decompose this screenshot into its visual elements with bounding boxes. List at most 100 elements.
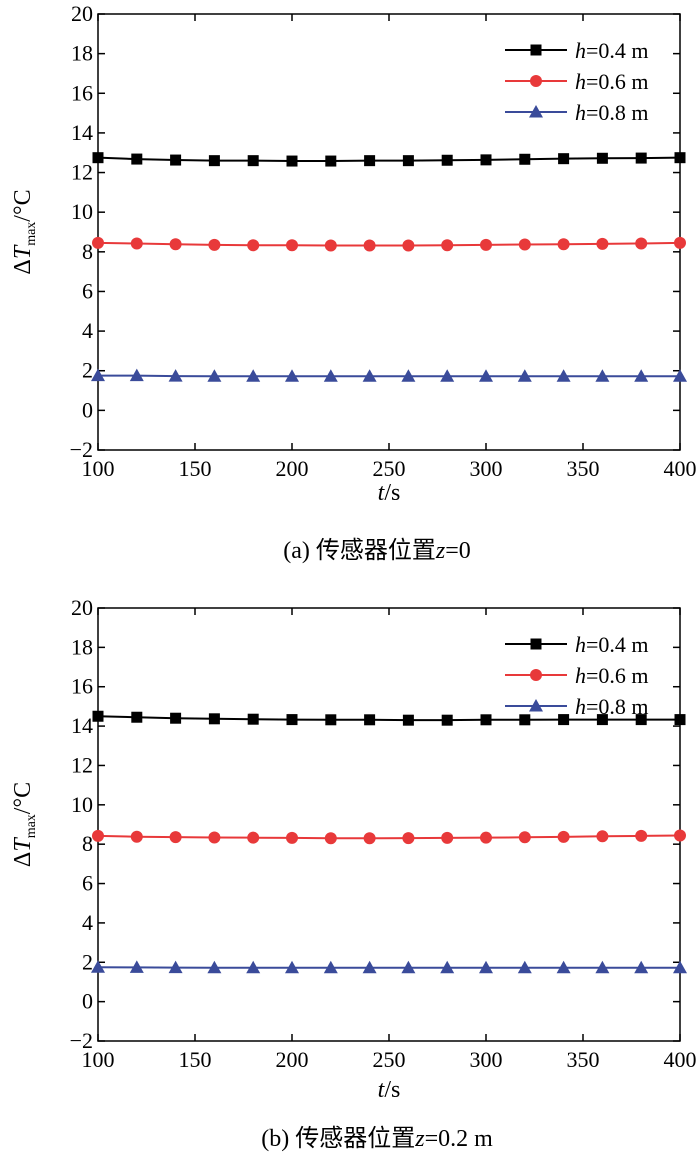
legend-rest: =0.6 m [586, 663, 649, 688]
y-tick-label: 4 [82, 910, 93, 935]
y-axis-var: T [10, 244, 36, 259]
data-point-triangle [440, 960, 455, 974]
x-tick-label: 350 [567, 1047, 600, 1072]
y-tick-label: 18 [71, 41, 93, 66]
data-point-circle [130, 830, 143, 843]
x-tick-label: 400 [664, 456, 697, 481]
legend-label: h=0.6 m [575, 69, 649, 94]
data-point-square [247, 713, 259, 725]
series-line-circle [97, 241, 681, 247]
data-point-square [208, 155, 220, 167]
x-tick-label: 300 [470, 456, 503, 481]
x-tick-label: 150 [179, 456, 212, 481]
data-point-circle [247, 831, 260, 844]
series-line-square [97, 156, 681, 163]
legend-var: h [575, 694, 586, 719]
data-point-triangle [91, 960, 105, 973]
data-point-circle [286, 239, 298, 252]
data-point-circle [92, 829, 104, 842]
legend-marker-square [530, 44, 542, 56]
y-tick-label: 0 [82, 397, 93, 422]
y-tick-label: 6 [82, 278, 93, 303]
legend-label: h=0.8 m [575, 694, 649, 719]
data-point-circle [363, 239, 376, 252]
data-point-triangle [517, 960, 532, 974]
data-point-square [558, 714, 570, 726]
legend-rest: =0.4 m [586, 38, 649, 63]
data-point-square [286, 714, 298, 726]
data-point-circle [441, 239, 454, 252]
data-point-square [674, 152, 686, 164]
legend-marker-triangle [529, 105, 543, 118]
data-point-square [402, 714, 414, 726]
data-point-square [286, 155, 298, 167]
data-point-square [558, 153, 570, 165]
data-point-circle [92, 236, 104, 249]
data-point-circle [402, 832, 415, 845]
y-tick-label: 12 [71, 160, 93, 185]
data-point-square [92, 152, 104, 164]
data-point-square [635, 714, 647, 726]
data-point-square [170, 154, 182, 166]
caption-prefix: (b) 传感器位置 [261, 1125, 415, 1152]
data-point-square [247, 155, 259, 167]
data-point-triangle [479, 960, 493, 974]
data-point-triangle [207, 960, 222, 974]
data-point-triangle [634, 960, 649, 974]
data-point-square [480, 154, 492, 166]
data-point-square [92, 710, 104, 722]
data-point-circle [441, 831, 454, 844]
data-point-square [364, 155, 376, 167]
x-tick-label: 200 [276, 456, 309, 481]
legend-label: h=0.6 m [575, 663, 649, 688]
legend-rest: =0.6 m [586, 69, 649, 94]
y-tick-label: 8 [82, 239, 93, 264]
y-axis-sub: max [24, 222, 39, 246]
series-line-triangle [97, 966, 680, 969]
data-point-circle [208, 831, 221, 844]
legend-var: h [575, 632, 586, 657]
y-tick-label: 12 [71, 752, 93, 777]
data-point-triangle [401, 369, 416, 382]
data-point-circle [557, 238, 570, 251]
data-point-triangle [362, 369, 377, 382]
data-point-triangle [285, 960, 299, 974]
y-tick-label: 2 [82, 358, 93, 383]
x-tick-label: 400 [664, 1047, 697, 1072]
legend-label: h=0.4 m [575, 38, 649, 63]
data-point-circle [674, 829, 686, 842]
y-axis-delta: Δ [10, 852, 36, 867]
data-point-circle [518, 238, 531, 251]
data-point-circle [286, 831, 298, 844]
data-point-triangle [556, 369, 571, 382]
data-point-triangle [129, 960, 144, 973]
y-tick-label: 4 [82, 318, 93, 343]
x-tick-label: 250 [373, 1047, 406, 1072]
y-tick-label: −2 [70, 1028, 93, 1053]
data-point-circle [557, 830, 570, 843]
y-axis-unit: /°C [10, 189, 36, 221]
legend-marker-square [530, 638, 542, 650]
data-point-circle [596, 237, 609, 250]
y-tick-label: 14 [71, 713, 93, 738]
figure-caption: (b) 传感器位置z=0.2 m [261, 1125, 493, 1152]
data-point-circle [363, 832, 376, 845]
y-tick-label: 14 [71, 120, 93, 145]
legend-rest: =0.4 m [586, 632, 649, 657]
x-axis-var: t [378, 480, 386, 506]
data-point-triangle [168, 960, 183, 974]
data-point-triangle [246, 960, 261, 974]
legend-marker-circle [530, 75, 542, 87]
data-point-square [674, 714, 686, 726]
y-tick-label: 16 [71, 674, 93, 699]
data-point-square [441, 714, 453, 726]
caption-suffix: =0 [445, 538, 471, 564]
y-axis-label: ΔTmax/°C [10, 189, 39, 274]
data-point-square [402, 155, 414, 167]
data-point-square [131, 153, 143, 165]
data-point-circle [480, 831, 492, 844]
x-axis-var: t [378, 1077, 386, 1103]
data-point-square [635, 152, 647, 164]
data-point-square [596, 152, 608, 164]
